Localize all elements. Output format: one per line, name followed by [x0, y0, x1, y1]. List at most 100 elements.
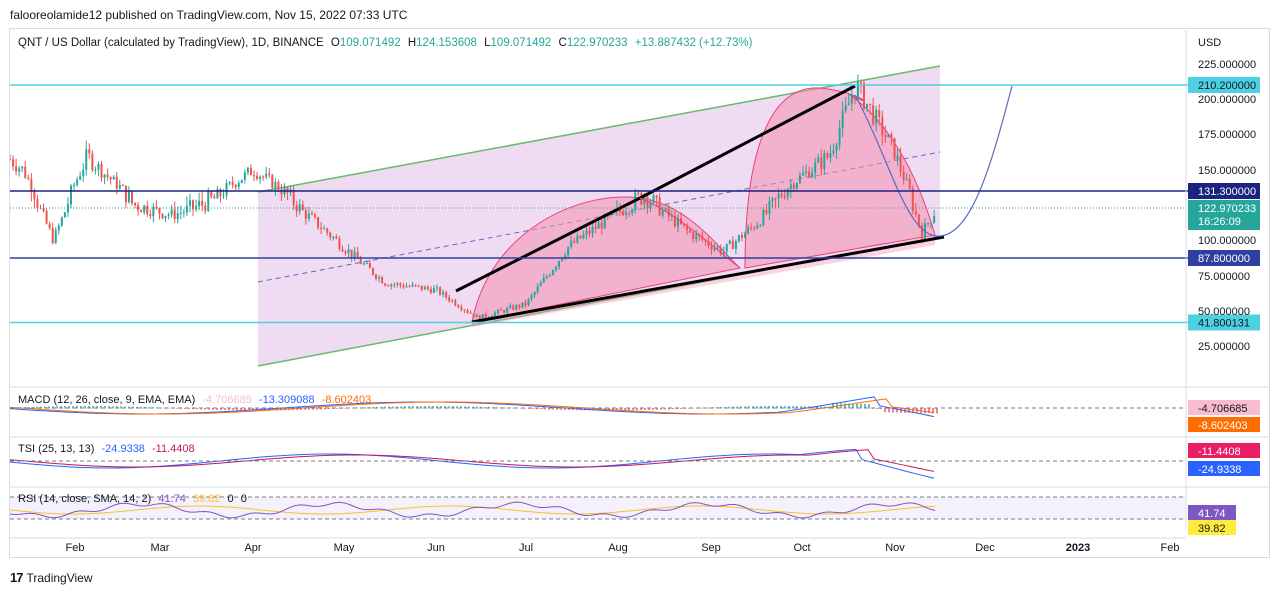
macd-histogram-bar: [796, 406, 798, 409]
x-tick-label: Feb: [1161, 542, 1180, 554]
x-tick-label: Aug: [608, 542, 628, 554]
level-label-1: 131.300000: [1198, 186, 1256, 198]
candle-body: [347, 249, 350, 254]
candle-body: [664, 208, 667, 211]
macd-histogram-bar: [564, 408, 566, 410]
candle-body: [292, 189, 295, 206]
candle-body: [326, 228, 329, 233]
macd-histogram-bar: [220, 408, 222, 411]
candle-body: [365, 263, 368, 265]
candle-body: [460, 307, 463, 310]
macd-histogram-bar: [56, 406, 58, 409]
candle-body: [475, 315, 478, 317]
candle-body: [259, 176, 262, 179]
candle-body: [210, 191, 213, 197]
candle-body: [878, 109, 881, 117]
candle-body: [835, 145, 838, 151]
candle-body: [734, 240, 737, 249]
candle-body: [866, 103, 869, 109]
macd-histogram-bar: [816, 406, 818, 409]
candle-body: [478, 315, 481, 320]
candle-body: [899, 155, 902, 172]
candle-body: [94, 169, 97, 171]
macd-histogram-bar: [432, 406, 434, 409]
rsi-params: RSI (14, close, SMA, 14, 2): [18, 493, 151, 505]
candle-body: [542, 277, 545, 283]
candle-body: [451, 300, 454, 302]
macd-histogram-bar: [848, 403, 850, 409]
candle-body: [332, 236, 335, 238]
tsi-params: TSI (25, 13, 13): [18, 443, 94, 455]
candle-body: [466, 310, 469, 313]
candle-body: [45, 210, 48, 224]
candle-body: [661, 210, 664, 216]
candle-body: [744, 233, 747, 238]
candle-body: [792, 184, 795, 189]
macd-histogram-bar: [548, 408, 550, 410]
high-value: 124.153608: [416, 37, 477, 49]
candle-body: [57, 225, 60, 231]
candle-body: [795, 182, 798, 189]
candle-body: [838, 127, 841, 146]
low-value: 109.071492: [491, 37, 552, 49]
low-label: L: [484, 37, 491, 49]
candle-body: [917, 214, 920, 226]
candle-body: [231, 182, 234, 185]
cup-pattern-1: [471, 196, 742, 323]
change-value: +13.887432 (+12.73%): [635, 37, 753, 49]
candle-body: [908, 179, 911, 189]
candle-body: [737, 235, 740, 241]
candle-body: [97, 163, 100, 170]
candle-body: [109, 176, 112, 180]
x-tick-label: Dec: [975, 542, 995, 554]
candle-body: [875, 109, 878, 125]
candle-body: [262, 176, 265, 178]
candle-body: [856, 82, 859, 98]
candle-body: [170, 209, 173, 215]
macd-histogram-bar: [212, 408, 214, 410]
candle-body: [564, 255, 567, 259]
candle-body: [716, 247, 719, 249]
candle-body: [832, 150, 835, 154]
candle-body: [887, 134, 890, 138]
candle-body: [676, 218, 679, 227]
candle-body: [841, 110, 844, 128]
tsi-axis-label-1: -24.9338: [1198, 464, 1241, 476]
candle-body: [518, 305, 521, 308]
x-tick-label: 2023: [1066, 542, 1090, 554]
candle-body: [155, 206, 158, 209]
candle-body: [765, 210, 768, 214]
candle-body: [786, 188, 789, 198]
candle-body: [198, 200, 201, 207]
candle-body: [472, 313, 475, 317]
candle-body: [652, 195, 655, 203]
macd-histogram-bar: [296, 408, 298, 411]
macd-histogram-bar: [800, 406, 802, 409]
x-tick-label: Mar: [151, 542, 170, 554]
candle-body: [619, 208, 621, 212]
rsi-extra-1: 0: [228, 493, 234, 505]
macd-histogram-bar: [408, 406, 410, 409]
macd-histogram-bar: [656, 408, 658, 410]
candle-body: [442, 291, 445, 295]
candle-body: [649, 202, 652, 207]
candle-body: [359, 258, 362, 264]
macd-histogram-bar: [412, 406, 414, 409]
candle-body: [905, 179, 908, 181]
candle-body: [576, 235, 579, 243]
rsi-ma-value: 39.82: [193, 493, 221, 505]
macd-signal-value: -8.602403: [322, 394, 372, 406]
candle-body: [667, 208, 670, 217]
macd-histogram-bar: [512, 407, 514, 409]
candle-body: [48, 223, 51, 228]
candle-body: [426, 286, 429, 289]
macd-histogram-bar: [400, 406, 402, 409]
candle-body: [933, 216, 936, 223]
x-tick-label: Apr: [244, 542, 261, 554]
candle-body: [10, 159, 11, 161]
candle-body: [823, 153, 826, 169]
candle-body: [298, 204, 301, 212]
candle-body: [789, 184, 792, 189]
macd-histogram-bar: [616, 408, 618, 411]
